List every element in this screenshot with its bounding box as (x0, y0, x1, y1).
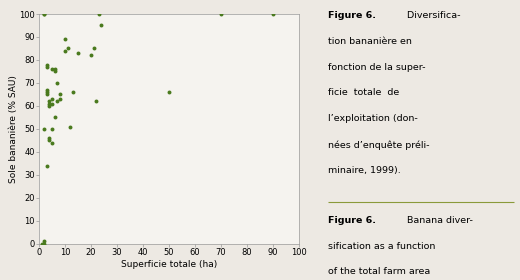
Point (40, 12, 48, 16)
Text: tion bananière en: tion bananière en (328, 37, 412, 46)
Text: Diversifica-: Diversifica- (404, 11, 460, 20)
Point (45, 104, 54, 108)
Point (269, 12, 277, 16)
Point (40, 12, 48, 16)
Point (43, 90, 51, 94)
Text: ficie  totale  de: ficie totale de (328, 88, 399, 97)
Point (69, 90, 77, 94)
Point (74, 51, 82, 55)
Point (43, 92, 51, 97)
Text: of the total farm area: of the total farm area (328, 267, 430, 276)
Point (53, 99, 61, 104)
Point (56, 97, 64, 101)
Point (56, 92, 64, 97)
Point (87, 53, 95, 58)
Y-axis label: Sole bananière (% SAU): Sole bananière (% SAU) (9, 75, 18, 183)
Text: l’exploitation (don-: l’exploitation (don- (328, 114, 418, 123)
Point (217, 12, 225, 16)
Point (45, 101, 54, 106)
Text: minaire, 1999).: minaire, 1999). (328, 166, 400, 175)
Point (53, 81, 61, 85)
Point (48, 140, 56, 145)
Point (50, 115, 59, 120)
Point (95, 12, 103, 16)
Point (45, 99, 54, 104)
Point (50, 67, 59, 71)
X-axis label: Superficie totale (ha): Superficie totale (ha) (121, 260, 217, 269)
Point (97, 23, 106, 28)
Text: sification as a function: sification as a function (328, 242, 435, 251)
Point (40, 127, 48, 131)
Point (48, 97, 56, 101)
Point (48, 101, 56, 106)
Point (50, 69, 59, 74)
Point (45, 138, 54, 143)
Point (43, 88, 51, 92)
Text: Figure 6.: Figure 6. (328, 11, 376, 20)
Point (61, 37, 69, 41)
Point (43, 163, 51, 168)
Point (40, 241, 48, 246)
Point (45, 136, 54, 140)
Text: Figure 6.: Figure 6. (328, 216, 376, 225)
Point (61, 48, 69, 53)
Point (66, 124, 74, 129)
Point (48, 67, 56, 71)
Text: Banana diver-: Banana diver- (404, 216, 473, 225)
Point (92, 99, 100, 104)
Point (89, 46, 98, 51)
Point (43, 62, 51, 67)
Point (43, 65, 51, 69)
Point (37, 241, 46, 246)
Point (40, 239, 48, 244)
Point (48, 127, 56, 131)
Point (165, 90, 173, 94)
Text: nées d’enquête préli-: nées d’enquête préli- (328, 140, 430, 150)
Point (63, 46, 72, 51)
Text: fonction de la super-: fonction de la super- (328, 63, 425, 72)
